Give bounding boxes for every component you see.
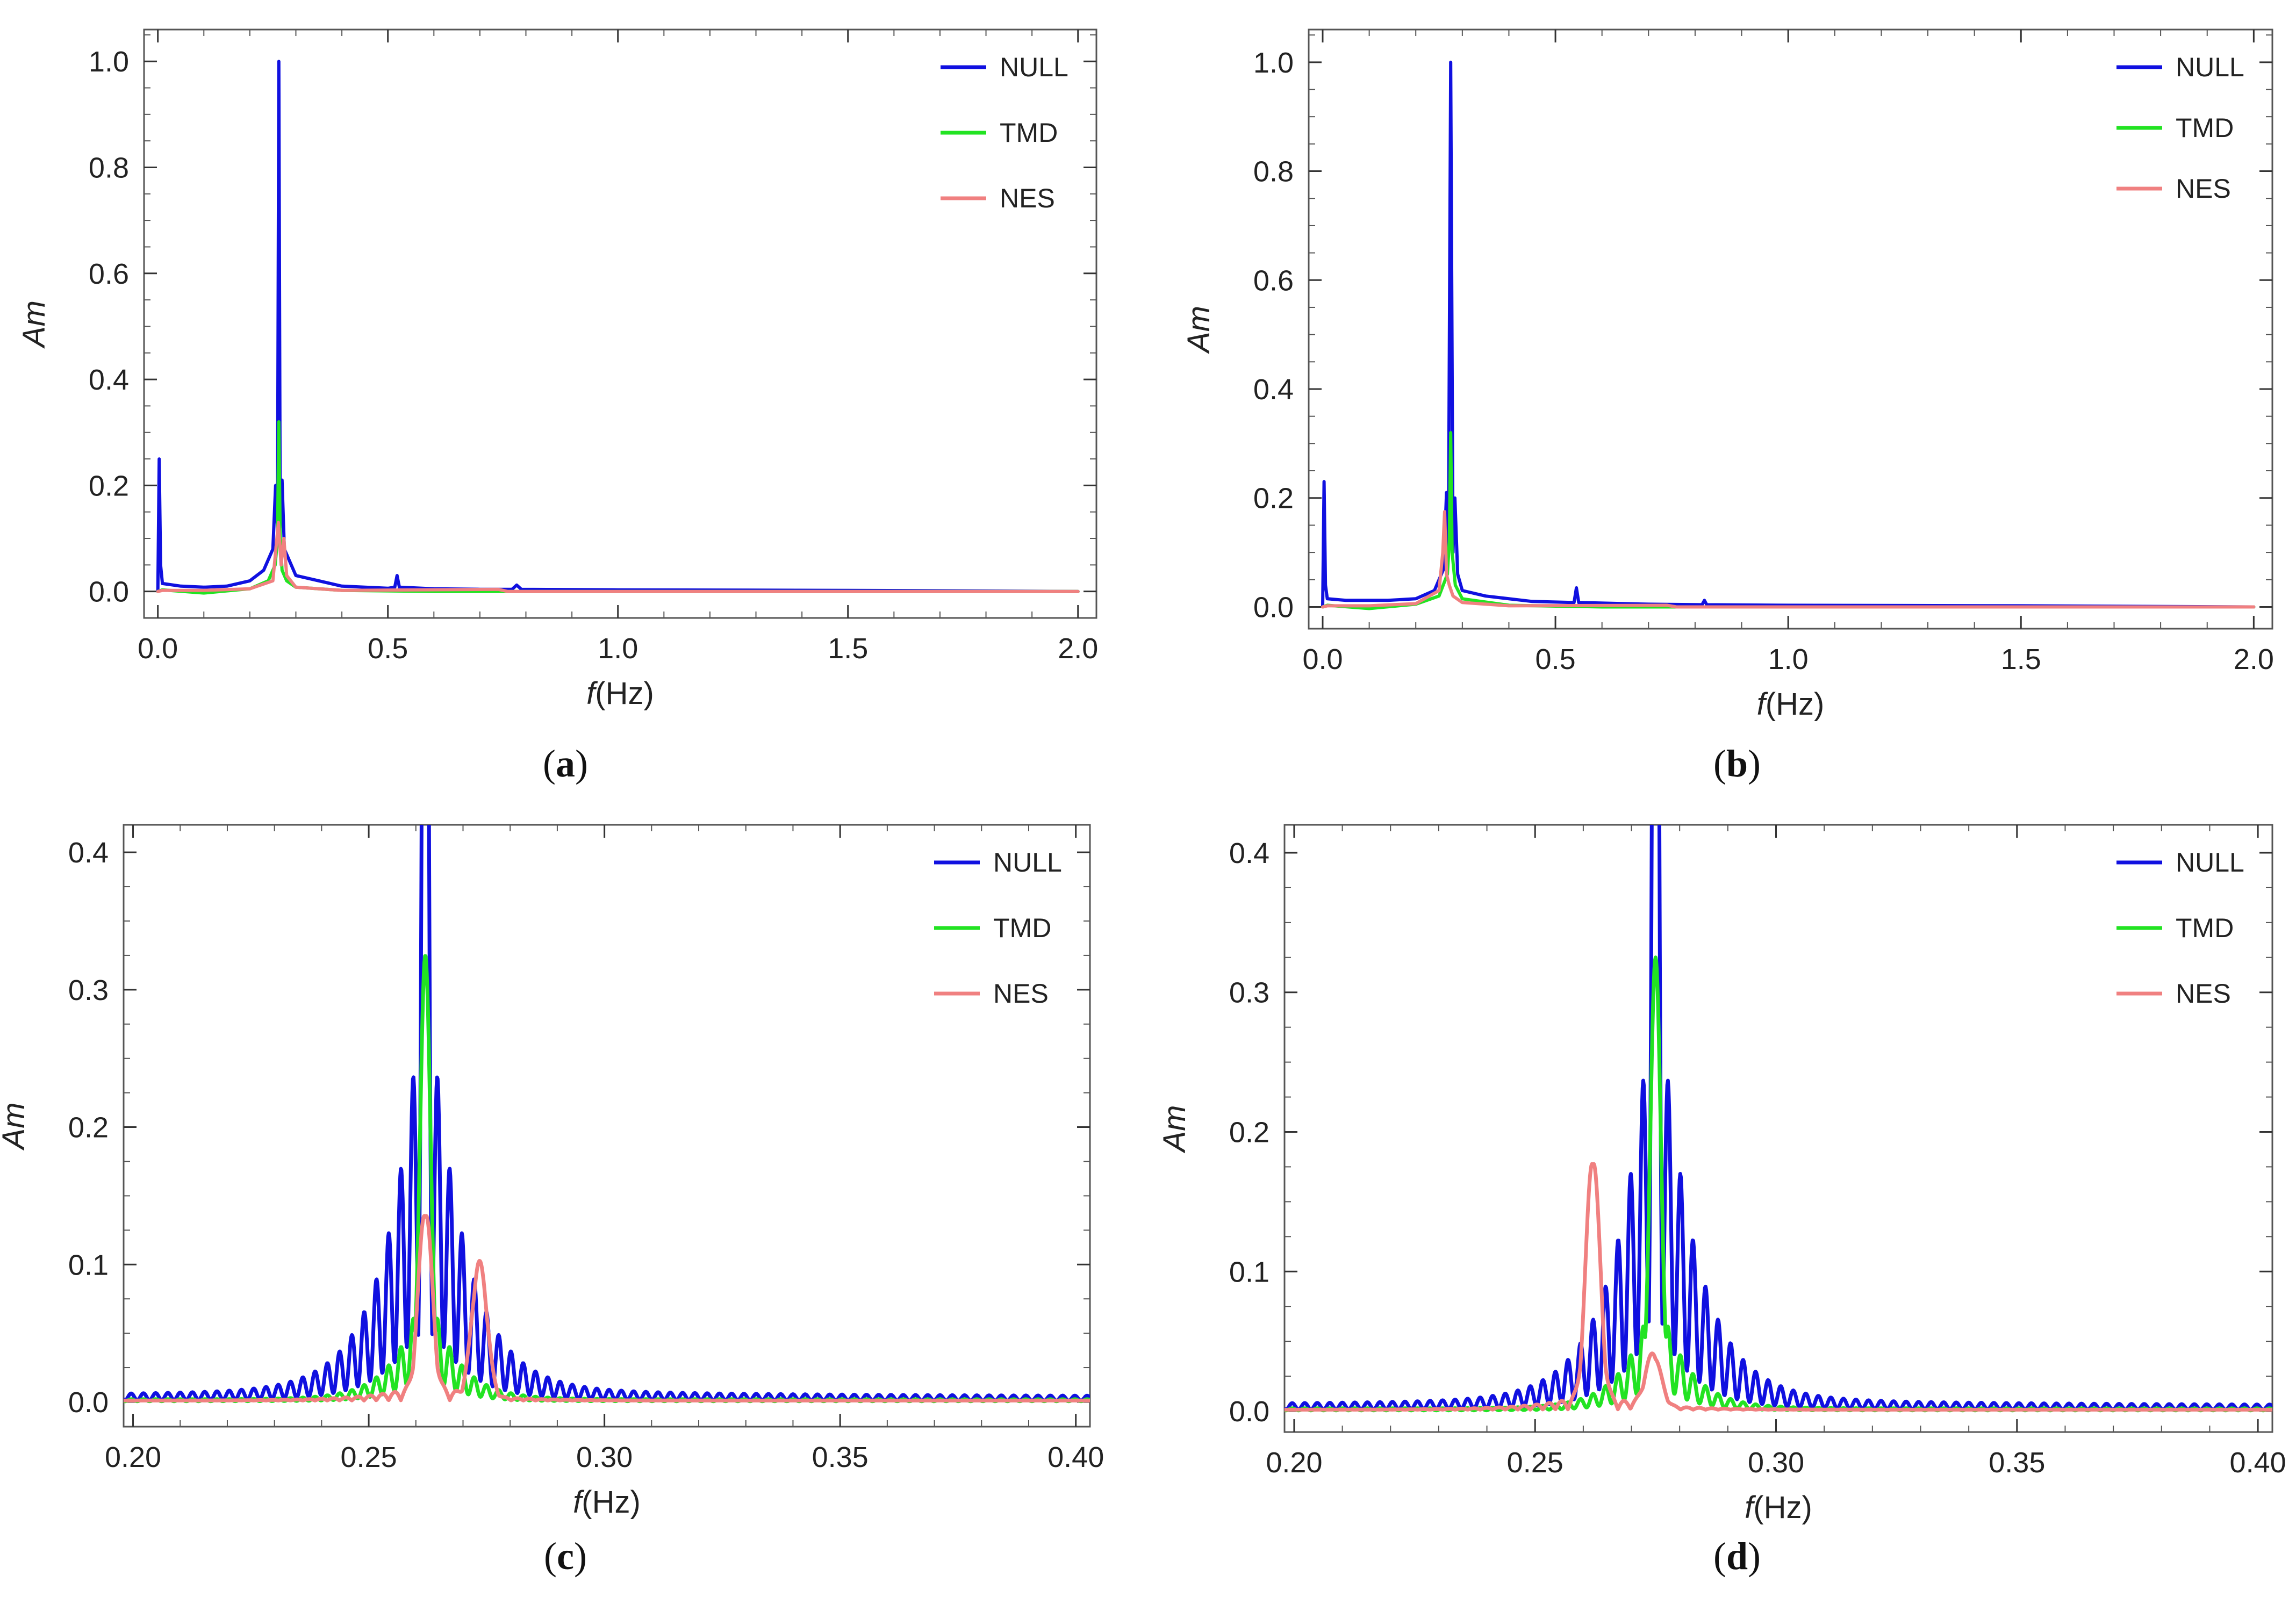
y-tick-label: 0.0 (68, 1386, 109, 1419)
series-group (156, 60, 1080, 595)
legend-label-tmd: TMD (993, 913, 1051, 943)
panel-a: 0.0 0.5 1.0 1.5 2.0 0.0 0.2 0.4 0.6 0.8 1.0 f(Hz) Am… (17, 28, 1098, 711)
y-tick-label: 0.3 (68, 974, 109, 1006)
y-tick-label: 0.2 (68, 1112, 109, 1144)
series-line-nes (124, 1214, 1090, 1402)
x-tick-label: 0.5 (1536, 643, 1576, 675)
series-group (1285, 825, 2272, 1413)
series-line-tmd (156, 420, 1080, 595)
x-tick-label: 0.20 (105, 1441, 161, 1473)
x-tick-label: 0.5 (368, 632, 408, 665)
y-tick-label: 0.4 (68, 837, 109, 869)
y-axis-label: Am (17, 300, 52, 349)
legend-label-null: NULL (1000, 52, 1068, 82)
y-axis-label: Am (0, 1103, 31, 1151)
y-tick-label: 0.0 (1229, 1395, 1269, 1428)
x-tick-label: 2.0 (2234, 643, 2274, 675)
x-tick-label: 1.5 (2001, 643, 2041, 675)
legend-label-null: NULL (2176, 52, 2244, 82)
x-tick-label: 1.5 (828, 632, 868, 665)
series-line-nes (1321, 510, 2256, 609)
y-axis-label: Am (1181, 306, 1216, 354)
series-line-tmd (124, 954, 1090, 1404)
x-tick-label: 0.35 (1989, 1447, 2045, 1479)
series-group (124, 825, 1090, 1404)
series-line-null (1321, 60, 2256, 609)
legend-label-null: NULL (993, 847, 1062, 877)
x-tick-label: 0.30 (576, 1441, 633, 1473)
legend-label-tmd: TMD (2176, 913, 2234, 943)
legend-label-nes: NES (2176, 174, 2231, 204)
plot-frame (123, 824, 1091, 1428)
x-tick-label: 0.25 (1507, 1447, 1563, 1479)
y-tick-label: 0.3 (1229, 977, 1269, 1009)
y-tick-label: 0.2 (1229, 1116, 1269, 1148)
panel-label: (c) (544, 1535, 587, 1578)
series-line-tmd (1285, 955, 2272, 1413)
x-tick-label: 0.20 (1266, 1447, 1322, 1479)
y-tick-label: 1.0 (1253, 47, 1294, 79)
y-tick-label: 0.8 (89, 152, 129, 184)
x-tick-label: 0.35 (812, 1441, 869, 1473)
plot-frame (1283, 824, 2273, 1433)
x-tick-label: 1.0 (598, 632, 638, 665)
y-tick-label: 0.0 (1253, 591, 1294, 623)
panel-d: 0.20 0.25 0.30 0.35 0.40 0.0 0.1 0.2 0.3 0.4 f(Hz)… (1157, 824, 2286, 1525)
x-axis-label: f(Hz) (586, 676, 654, 711)
y-tick-label: 0.4 (89, 364, 129, 396)
legend-label-null: NULL (2176, 847, 2244, 877)
series-line-null (156, 60, 1080, 593)
legend-label-nes: NES (2176, 979, 2231, 1009)
x-tick-label: 0.40 (2230, 1447, 2286, 1479)
legend-label-tmd: TMD (1000, 118, 1058, 148)
x-tick-label: 0.0 (1302, 643, 1343, 675)
plot-frame (1308, 28, 2273, 630)
x-tick-label: 0.40 (1047, 1441, 1104, 1473)
x-tick-label: 0.0 (138, 632, 178, 665)
x-axis-label: f(Hz) (1757, 687, 1825, 722)
panel-label: (d) (1713, 1535, 1761, 1578)
panel-label: (a) (543, 742, 588, 785)
x-axis-label: f(Hz) (573, 1485, 641, 1520)
panel-label: (b) (1713, 742, 1761, 785)
legend-label-nes: NES (1000, 183, 1055, 213)
legend-label-tmd: TMD (2176, 113, 2234, 143)
x-axis-label: f(Hz) (1745, 1490, 1812, 1525)
y-axis-label: Am (1157, 1105, 1192, 1154)
series-line-tmd (1321, 431, 2256, 610)
x-tick-label: 0.30 (1748, 1447, 1804, 1479)
y-tick-label: 0.2 (1253, 483, 1294, 515)
y-tick-label: 0.1 (1229, 1256, 1269, 1288)
y-tick-label: 0.8 (1253, 156, 1294, 188)
y-tick-label: 0.0 (89, 576, 129, 608)
y-tick-label: 0.1 (68, 1249, 109, 1281)
y-tick-label: 0.6 (89, 258, 129, 290)
y-tick-label: 1.0 (89, 46, 129, 78)
series-line-null (124, 825, 1090, 1403)
x-tick-label: 0.25 (341, 1441, 397, 1473)
legend-label-nes: NES (993, 979, 1049, 1009)
y-tick-label: 0.2 (89, 470, 129, 502)
series-line-nes (1285, 1162, 2272, 1412)
panel-b: 0.0 0.5 1.0 1.5 2.0 0.0 0.2 0.4 0.6 0.8 1.0 f(Hz) Am… (1181, 28, 2274, 722)
y-tick-label: 0.6 (1253, 264, 1294, 297)
y-tick-label: 0.4 (1253, 373, 1294, 406)
series-line-nes (156, 521, 1080, 593)
series-group (1321, 60, 2256, 610)
y-tick-label: 0.4 (1229, 837, 1269, 869)
plot-frame (143, 28, 1097, 619)
x-tick-label: 2.0 (1058, 632, 1098, 665)
x-tick-label: 1.0 (1768, 643, 1809, 675)
panel-c: 0.20 0.25 0.30 0.35 0.40 0.0 0.1 0.2 0.3 0.4 f(Hz)… (0, 824, 1104, 1520)
